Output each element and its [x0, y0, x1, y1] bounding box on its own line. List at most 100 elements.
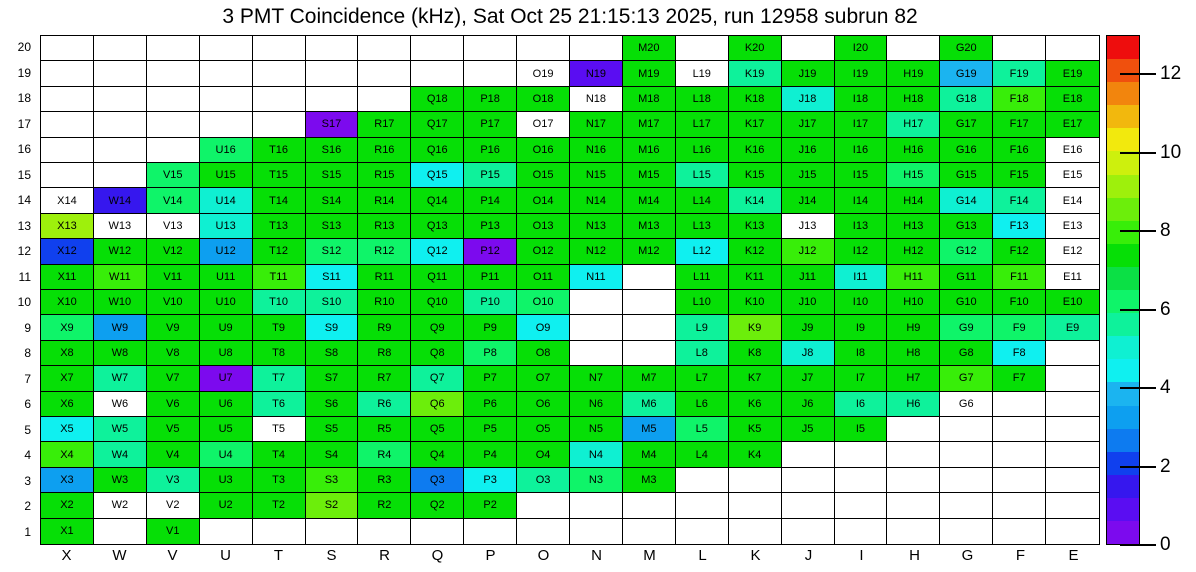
- heatmap-cell: M6: [622, 391, 676, 417]
- heatmap-cell: V8: [146, 340, 200, 367]
- heatmap-cell: I18: [834, 86, 888, 113]
- y-tick-label: 6: [24, 397, 31, 411]
- heatmap-cell: T10: [252, 289, 306, 316]
- heatmap-cell: M18: [622, 86, 676, 113]
- heatmap-cell: K14: [728, 188, 782, 214]
- heatmap-cell: U2: [199, 493, 253, 519]
- heatmap-cell: [41, 36, 94, 62]
- heatmap-cell: K6: [728, 391, 782, 417]
- heatmap-cell: U15: [199, 162, 253, 189]
- heatmap-cell: [305, 86, 359, 113]
- colorbar-band: [1107, 220, 1139, 244]
- heatmap-cell: K7: [728, 366, 782, 392]
- heatmap-cell: [622, 315, 676, 341]
- heatmap-cell: L9: [675, 315, 729, 341]
- heatmap-cell: W12: [93, 239, 147, 265]
- x-tick-label: F: [1015, 547, 1026, 564]
- heatmap-cell: I12: [834, 239, 888, 265]
- heatmap-cell: [834, 442, 888, 468]
- y-tick-label: 11: [18, 269, 31, 284]
- heatmap-cell: [887, 36, 941, 62]
- x-tick-label: M: [643, 547, 656, 564]
- heatmap-cell: S14: [305, 188, 359, 214]
- colorbar-band: [1107, 313, 1139, 337]
- heatmap-cell: R5: [358, 416, 412, 443]
- heatmap-cell: M19: [622, 61, 676, 87]
- heatmap-cell: [675, 36, 729, 62]
- heatmap-cell: U5: [199, 416, 253, 443]
- heatmap-cell: N15: [570, 162, 623, 189]
- heatmap-cell: [675, 518, 729, 544]
- heatmap-cell: Q4: [411, 442, 465, 468]
- heatmap-cell: R11: [358, 264, 412, 290]
- heatmap-cell: W9: [93, 315, 147, 341]
- colorbar-tick-label: 8: [1160, 220, 1171, 242]
- heatmap-cell: T6: [252, 391, 306, 417]
- heatmap-cell: P3: [464, 467, 518, 494]
- colorbar-tick-label: 2: [1160, 455, 1171, 477]
- heatmap-cell: G14: [940, 188, 994, 214]
- heatmap-cell: [834, 518, 888, 544]
- heatmap-cell: N16: [570, 137, 623, 163]
- heatmap-cell: [93, 112, 147, 138]
- heatmap-cell: K10: [728, 289, 782, 316]
- heatmap-cell: M14: [622, 188, 676, 214]
- heatmap-cell: [358, 518, 412, 544]
- heatmap-cell: [146, 112, 200, 138]
- colorbar: [1106, 35, 1140, 545]
- heatmap-cell: R9: [358, 315, 412, 341]
- heatmap-cell: R13: [358, 213, 412, 240]
- colorbar-band: [1107, 451, 1139, 475]
- heatmap-cell: L10: [675, 289, 729, 316]
- heatmap-cell: [675, 467, 729, 494]
- heatmap-cell: H11: [887, 264, 941, 290]
- heatmap-cell: [887, 493, 941, 519]
- heatmap-cell: [252, 112, 306, 138]
- heatmap-cell: [1046, 366, 1099, 392]
- heatmap-cell: F14: [993, 188, 1047, 214]
- heatmap-cell: V5: [146, 416, 200, 443]
- heatmap-cell: S17: [305, 112, 359, 138]
- colorbar-tick: [1120, 544, 1156, 546]
- heatmap-cell: G6: [940, 391, 994, 417]
- heatmap-cell: [358, 61, 412, 87]
- heatmap-cell: G20: [940, 36, 994, 62]
- heatmap-cell: F12: [993, 239, 1047, 265]
- heatmap-cell: U14: [199, 188, 253, 214]
- heatmap-cell: M15: [622, 162, 676, 189]
- heatmap-cell: [1046, 442, 1099, 468]
- heatmap-cell: X10: [41, 289, 94, 316]
- heatmap-cell: [675, 493, 729, 519]
- heatmap-cell: H19: [887, 61, 941, 87]
- heatmap-cell: V3: [146, 467, 200, 494]
- heatmap-cell: F7: [993, 366, 1047, 392]
- heatmap-cell: [622, 264, 676, 290]
- heatmap-cell: F9: [993, 315, 1047, 341]
- x-tick-label: I: [859, 547, 864, 564]
- heatmap-cell: [411, 36, 465, 62]
- colorbar-band: [1107, 382, 1139, 406]
- heatmap-cell: S8: [305, 340, 359, 367]
- heatmap-cell: P11: [464, 264, 518, 290]
- heatmap-cell: [41, 112, 94, 138]
- heatmap-cell: J7: [781, 366, 835, 392]
- colorbar-band: [1107, 290, 1139, 314]
- heatmap-cell: J6: [781, 391, 835, 417]
- heatmap-cell: K16: [728, 137, 782, 163]
- heatmap-cell: [146, 137, 200, 163]
- heatmap-cell: Q8: [411, 340, 465, 367]
- colorbar-tick: [1120, 308, 1156, 311]
- heatmap-cell: F13: [993, 213, 1047, 240]
- heatmap-cell: Q13: [411, 213, 465, 240]
- heatmap-cell: [41, 162, 94, 189]
- heatmap-cell: X5: [41, 416, 94, 443]
- heatmap-cell: [93, 518, 147, 544]
- heatmap-cell: M17: [622, 112, 676, 138]
- heatmap-cell: R2: [358, 493, 412, 519]
- y-tick-label: 15: [17, 167, 31, 182]
- heatmap-cell: R15: [358, 162, 412, 189]
- heatmap-cell: K13: [728, 213, 782, 240]
- colorbar-band: [1107, 359, 1139, 383]
